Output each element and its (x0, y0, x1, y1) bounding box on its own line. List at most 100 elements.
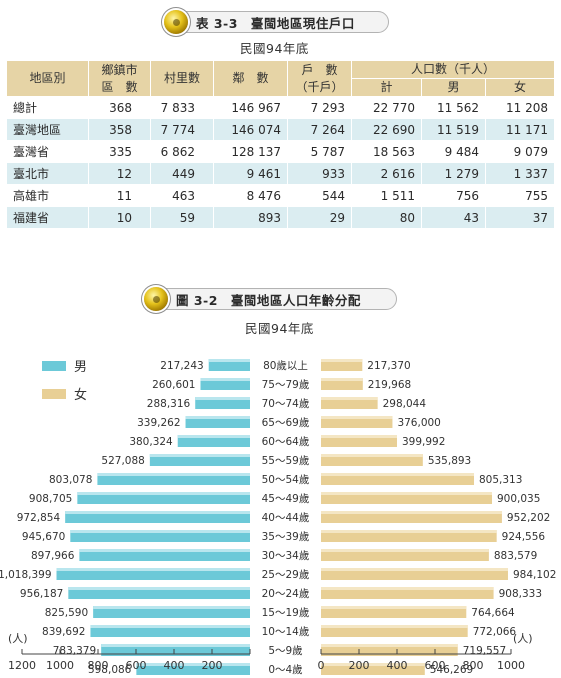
male-bar-highlight (93, 606, 250, 609)
male-value-label: 908,705 (29, 493, 72, 505)
female-bar-highlight (321, 568, 508, 571)
male-bar-highlight (200, 378, 250, 381)
table-body: 總計 368 7 833 146 967 7 293 22 770 11 562 11 208… (6, 96, 556, 229)
row-region-name: 總計 (6, 96, 89, 119)
left-axis-unit: (人) (8, 632, 28, 645)
cell-households: 544 (287, 184, 352, 207)
cell-neighborhoods: 128 137 (213, 140, 288, 163)
cell-male: 11 562 (421, 96, 486, 119)
cell-male: 1 279 (421, 162, 486, 185)
table-row: 總計 368 7 833 146 967 7 293 22 770 11 562 11 208 (6, 96, 556, 119)
age-group-label: 25～29歲 (262, 568, 310, 581)
male-value-label: 945,670 (22, 531, 65, 543)
legend-male-swatch (42, 361, 66, 371)
table-row: 高雄市 11 463 8 476 544 1 511 756 755 (6, 184, 556, 207)
male-bar-highlight (208, 359, 250, 362)
left-x-tick-label: 800 (88, 659, 109, 672)
cell-villages: 449 (150, 162, 214, 185)
female-value-label: 546,269 (430, 664, 473, 676)
age-group-label: 0～4歲 (268, 663, 302, 676)
cell-male: 11 519 (421, 118, 486, 141)
header-townships-line1: 鄉鎮市 (101, 62, 138, 77)
age-group-label: 40～44歲 (262, 511, 310, 524)
male-value-label: 217,243 (160, 360, 203, 372)
female-bar-highlight (321, 625, 468, 628)
cell-villages: 59 (150, 206, 214, 229)
right-x-tick-label: 600 (425, 659, 446, 672)
male-value-label: 1,018,399 (0, 569, 52, 581)
cell-townships: 10 (88, 206, 151, 229)
female-value-label: 772,066 (473, 626, 517, 638)
age-group-label: 30～34歲 (262, 549, 310, 562)
cell-households: 933 (287, 162, 352, 185)
header-male: 男 (421, 78, 486, 97)
right-x-tick-label: 200 (349, 659, 370, 672)
female-value-label: 219,968 (368, 379, 411, 391)
male-bar-highlight (77, 492, 251, 495)
left-x-tick-label: 200 (202, 659, 223, 672)
male-bar-highlight (101, 644, 250, 647)
cell-villages: 7 833 (150, 96, 214, 119)
male-value-label: 825,590 (45, 607, 88, 619)
right-x-tick-label: 0 (318, 659, 325, 672)
legend-female-swatch (42, 389, 66, 399)
cell-households: 7 293 (287, 96, 352, 119)
female-value-label: 399,992 (402, 436, 445, 448)
header-villages: 村里數 (150, 60, 214, 97)
female-value-label: 984,102 (513, 569, 556, 581)
age-group-label: 10～14歲 (262, 625, 310, 638)
male-value-label: 956,187 (20, 588, 63, 600)
cell-total: 22 770 (351, 96, 422, 119)
male-bar-highlight (149, 454, 250, 457)
age-group-label: 5～9歲 (268, 644, 302, 657)
header-townships-line2: 區 數 (101, 79, 138, 94)
cell-female: 755 (484, 184, 556, 207)
male-value-label: 972,854 (17, 512, 61, 524)
male-bar-highlight (90, 625, 250, 628)
male-value-label: 803,078 (49, 474, 92, 486)
male-value-label: 598,086 (88, 664, 132, 676)
cell-townships: 335 (88, 140, 151, 163)
male-bar-highlight (97, 473, 250, 476)
header-households-line2: （千戶） (295, 79, 344, 94)
cell-female: 37 (484, 206, 556, 229)
cell-townships: 11 (88, 184, 151, 207)
age-group-label: 75～79歲 (262, 378, 310, 391)
male-bar-highlight (65, 511, 250, 514)
row-region-name: 高雄市 (6, 184, 89, 207)
right-x-tick-label: 400 (387, 659, 408, 672)
age-group-label: 65～69歲 (262, 416, 310, 429)
female-value-label: 535,893 (428, 455, 471, 467)
cell-total: 22 690 (351, 118, 422, 141)
female-bar-highlight (321, 606, 467, 609)
header-female: 女 (484, 78, 556, 97)
male-value-label: 339,262 (137, 417, 180, 429)
cell-neighborhoods: 146 074 (213, 118, 288, 141)
right-axis-unit: (人) (513, 632, 533, 645)
left-x-tick-label: 1200 (8, 659, 36, 672)
header-neighborhoods: 鄰 數 (213, 60, 288, 97)
female-bar-highlight (321, 663, 425, 666)
female-bar-highlight (321, 435, 397, 438)
female-value-label: 924,556 (502, 531, 546, 543)
chart-title: 圖 3-2 臺閩地區人口年齡分配 (176, 292, 361, 308)
male-bar-highlight (185, 416, 250, 419)
female-value-label: 376,000 (397, 417, 440, 429)
female-bar-highlight (321, 359, 363, 362)
female-bar-highlight (321, 473, 475, 476)
chart-title-pill: 圖 3-2 臺閩地區人口年齡分配 (144, 287, 397, 311)
male-bar-highlight (195, 397, 250, 400)
male-bar-highlight (56, 568, 251, 571)
cell-male: 43 (421, 206, 486, 229)
right-x-tick-label: 1000 (497, 659, 525, 672)
age-group-label: 55～59歲 (262, 454, 310, 467)
cell-female: 11 171 (484, 118, 556, 141)
female-value-label: 952,202 (507, 512, 550, 524)
row-region-name: 福建省 (6, 206, 89, 229)
male-value-label: 288,316 (147, 398, 191, 410)
age-group-label: 60～64歲 (262, 435, 310, 448)
table-row: 臺灣省 335 6 862 128 137 5 787 18 563 9 484 9 079 (6, 140, 556, 163)
legend-male-label: 男 (74, 360, 87, 375)
age-group-label: 80歲以上 (263, 359, 308, 372)
